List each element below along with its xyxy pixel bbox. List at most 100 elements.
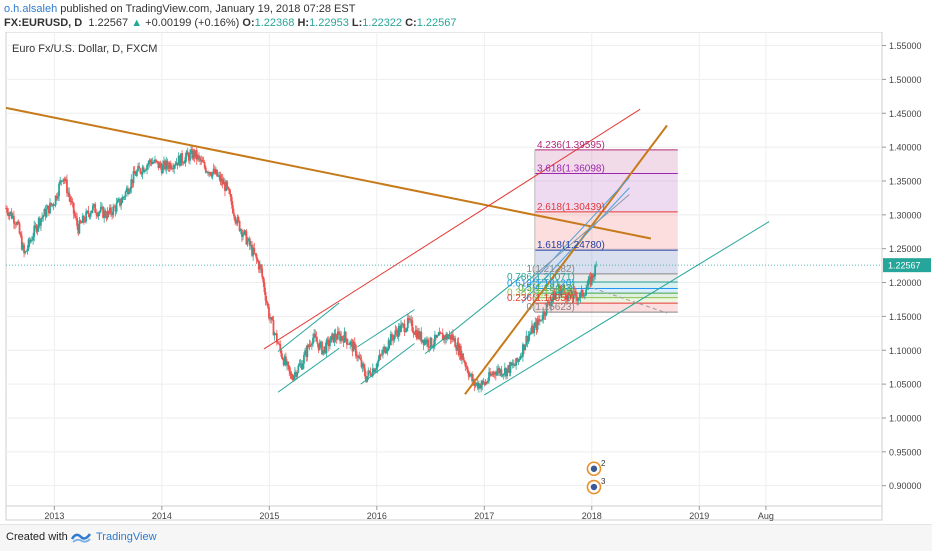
candle-body [130,179,133,189]
candle-body [509,362,512,373]
candle-body [75,216,77,218]
candle-body [40,218,42,226]
candle-body [549,304,551,306]
time-tick-label: 2015 [259,511,279,521]
candle-body [579,292,582,298]
candle-body [559,286,562,296]
candle-body [81,215,84,223]
candle-body [180,153,182,166]
candle-body [563,288,566,293]
trendline-teal-channel-3[interactable] [360,343,415,385]
tradingview-logo-icon[interactable] [70,529,92,550]
tradingview-link[interactable]: TradingView [96,531,157,543]
trendline-fan-1[interactable] [521,177,630,294]
price-chart[interactable]: 4.236(1.39595) 3.618(1.36098) 2.618(1.3043… [0,31,932,522]
candle-body [419,331,422,339]
candle-body [300,363,303,370]
time-axis[interactable]: 2013 2014 2015 2016 2017 2018 2019 Aug [44,506,774,521]
candle-body [213,168,216,174]
chart-container[interactable]: 4.236(1.39595) 3.618(1.36098) 2.618(1.3043… [0,31,932,527]
high-value: 1.22953 [309,17,349,29]
candle-body [457,342,460,355]
candle-body [203,162,206,168]
candle-body [174,164,177,166]
trendline-teal-channel-1[interactable] [277,347,340,393]
candle-body [108,207,111,214]
trendlines[interactable] [5,106,770,396]
author-link[interactable]: o.h.alsaleh [4,3,58,15]
trendline-fan-3[interactable] [521,194,630,287]
candle-body [279,343,282,351]
candle-body [160,166,163,174]
candle-body [529,332,532,334]
candle-body [225,181,227,191]
candle-body [215,169,217,174]
candle-body [82,215,85,222]
candle-body [273,333,276,336]
event-markers[interactable]: 23 [586,459,606,495]
candle-body [212,168,215,173]
trendline-teal-channel-4[interactable] [357,309,415,348]
candle-body [111,213,113,216]
candle-body [202,162,205,163]
candle-body [535,322,538,330]
low-label: L: [351,17,363,29]
candle-body [333,333,336,343]
candle-body [264,291,267,301]
candle-body [238,221,241,231]
candle-body [564,292,567,299]
candle-body [262,276,265,283]
candle-body [462,353,464,361]
candle-body [31,240,33,241]
candle-body [283,356,286,365]
candle-body [196,155,199,160]
candle-body [544,314,547,316]
candle-body [540,319,542,321]
candle-body [34,225,37,227]
trendline-fan-2[interactable] [521,187,630,304]
fib-band [534,288,678,294]
candle-body [345,338,348,345]
candle-body [335,338,338,340]
trendline-lower-green[interactable] [484,221,770,396]
candle-body [169,163,172,169]
trendline-dashed-projection[interactable] [586,285,668,314]
candle-body [172,168,174,169]
candle-body [270,317,273,320]
fibonacci-extension[interactable] [534,149,678,313]
candle-body [248,238,251,246]
candle-body [185,151,188,157]
candle-body [538,319,541,322]
trendline-steep-uptrend[interactable] [464,124,668,395]
candle-body [124,191,127,197]
candle-body [339,333,341,342]
candle-body [52,204,55,206]
candle-body [546,301,549,304]
candle-body [536,319,539,330]
candle-body [507,365,510,369]
trendline-long-downtrend[interactable] [5,106,652,240]
candle-body [140,172,143,175]
candle-body [508,365,511,373]
price-axis[interactable]: 1.55000 1.50000 1.45000 1.40000 1.35000 1.300… [882,41,922,491]
candle-body [95,212,98,215]
candle-body [138,166,141,169]
candle-body [254,253,257,255]
trendline-teal-channel-5[interactable] [424,275,523,355]
trendline-teal-channel-2[interactable] [277,302,340,353]
candle-body [523,344,525,351]
candle-body [385,351,388,354]
trendline-red-channel[interactable] [263,108,641,350]
candle-body [585,289,587,296]
candle-body [145,169,147,171]
candle-body [277,342,279,344]
candle-body [512,363,515,366]
candle-body [305,350,308,358]
candle-body [156,161,159,162]
candle-body [404,331,407,333]
open-label: O: [242,17,255,29]
candle-body [278,343,281,345]
candle-body [122,197,125,198]
up-arrow-icon: ▲ [131,17,143,29]
candle-body [488,372,490,381]
